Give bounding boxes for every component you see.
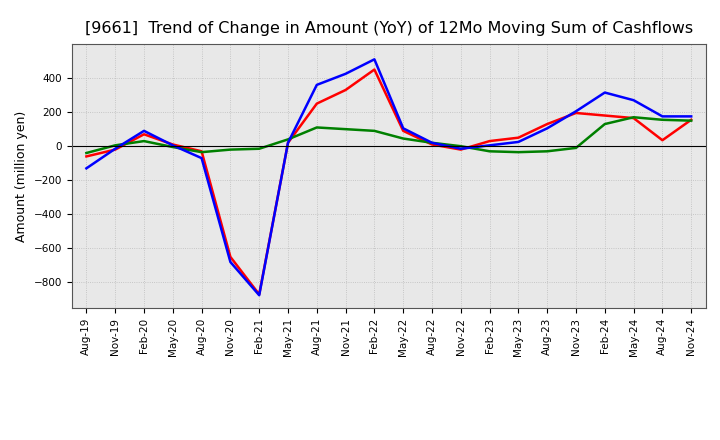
Line: Free Cashflow: Free Cashflow xyxy=(86,59,691,295)
Free Cashflow xyxy=(226,259,235,264)
Free Cashflow xyxy=(485,143,494,148)
Investing Cashflow xyxy=(456,143,465,149)
Operating Cashflow xyxy=(82,154,91,159)
Free Cashflow xyxy=(82,166,91,171)
Free Cashflow xyxy=(428,140,436,146)
Free Cashflow xyxy=(543,126,552,131)
Operating Cashflow xyxy=(168,142,177,147)
Operating Cashflow xyxy=(399,128,408,133)
Operating Cashflow xyxy=(687,117,696,122)
Investing Cashflow xyxy=(284,137,292,142)
Free Cashflow xyxy=(284,140,292,146)
Operating Cashflow xyxy=(600,113,609,118)
Investing Cashflow xyxy=(168,144,177,150)
Investing Cashflow xyxy=(399,136,408,141)
Free Cashflow xyxy=(399,126,408,131)
Operating Cashflow xyxy=(456,147,465,152)
Investing Cashflow xyxy=(312,125,321,130)
Investing Cashflow xyxy=(82,150,91,156)
Investing Cashflow xyxy=(600,121,609,127)
Operating Cashflow xyxy=(255,292,264,297)
Operating Cashflow xyxy=(140,132,148,137)
Y-axis label: Amount (million yen): Amount (million yen) xyxy=(15,110,28,242)
Investing Cashflow xyxy=(629,114,638,120)
Operating Cashflow xyxy=(341,88,350,93)
Investing Cashflow xyxy=(255,146,264,151)
Line: Operating Cashflow: Operating Cashflow xyxy=(86,70,691,294)
Operating Cashflow xyxy=(514,135,523,140)
Operating Cashflow xyxy=(284,140,292,146)
Investing Cashflow xyxy=(687,118,696,123)
Free Cashflow xyxy=(111,146,120,151)
Free Cashflow xyxy=(370,57,379,62)
Operating Cashflow xyxy=(658,138,667,143)
Investing Cashflow xyxy=(543,149,552,154)
Free Cashflow xyxy=(514,139,523,145)
Free Cashflow xyxy=(658,114,667,119)
Investing Cashflow xyxy=(658,117,667,122)
Operating Cashflow xyxy=(572,110,580,116)
Operating Cashflow xyxy=(197,149,206,154)
Investing Cashflow xyxy=(514,150,523,155)
Free Cashflow xyxy=(600,90,609,95)
Operating Cashflow xyxy=(485,139,494,144)
Investing Cashflow xyxy=(197,150,206,155)
Free Cashflow xyxy=(456,146,465,151)
Investing Cashflow xyxy=(341,127,350,132)
Operating Cashflow xyxy=(629,115,638,121)
Free Cashflow xyxy=(140,128,148,133)
Operating Cashflow xyxy=(111,147,120,152)
Investing Cashflow xyxy=(428,140,436,146)
Free Cashflow xyxy=(312,82,321,88)
Investing Cashflow xyxy=(485,149,494,154)
Line: Investing Cashflow: Investing Cashflow xyxy=(86,117,691,153)
Title: [9661]  Trend of Change in Amount (YoY) of 12Mo Moving Sum of Cashflows: [9661] Trend of Change in Amount (YoY) o… xyxy=(85,21,693,36)
Free Cashflow xyxy=(629,98,638,103)
Free Cashflow xyxy=(197,155,206,161)
Operating Cashflow xyxy=(543,121,552,127)
Investing Cashflow xyxy=(572,145,580,150)
Free Cashflow xyxy=(168,143,177,148)
Investing Cashflow xyxy=(140,139,148,144)
Operating Cashflow xyxy=(370,67,379,72)
Investing Cashflow xyxy=(111,143,120,148)
Operating Cashflow xyxy=(428,142,436,147)
Investing Cashflow xyxy=(226,147,235,152)
Operating Cashflow xyxy=(226,254,235,260)
Free Cashflow xyxy=(687,114,696,119)
Investing Cashflow xyxy=(370,128,379,133)
Free Cashflow xyxy=(572,109,580,114)
Operating Cashflow xyxy=(312,101,321,106)
Free Cashflow xyxy=(341,71,350,77)
Free Cashflow xyxy=(255,293,264,298)
